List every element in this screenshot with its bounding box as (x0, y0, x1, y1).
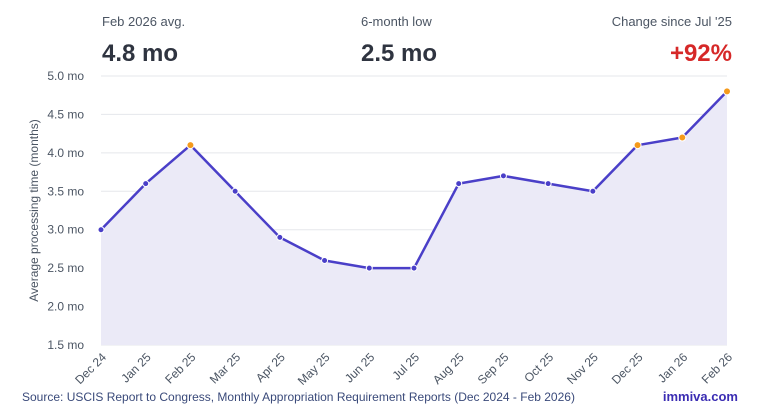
data-point (589, 187, 597, 195)
source-note: Source: USCIS Report to Congress, Monthl… (22, 390, 575, 404)
stat-change-since-jul-25: Change since Jul '25 +92% (612, 14, 732, 69)
y-tick-label: 4.0 mo (47, 146, 84, 160)
data-point (365, 264, 373, 272)
stat-label: Feb 2026 avg. (102, 14, 186, 29)
data-point (142, 180, 150, 188)
x-tick-label: Feb 25 (162, 350, 199, 387)
data-point-highlight (723, 87, 731, 96)
x-tick-label: Jan 25 (118, 350, 154, 386)
y-tick-label: 3.0 mo (47, 223, 84, 237)
y-tick-label: 5.0 mo (47, 69, 84, 83)
x-tick-label: Oct 25 (521, 350, 556, 385)
x-tick-label: Jun 25 (342, 350, 378, 386)
x-tick-label: Jul 25 (390, 350, 423, 383)
x-tick-label: Apr 25 (253, 350, 288, 385)
stat-value: 4.8 mo (102, 40, 179, 67)
x-tick-label: Dec 24 (72, 350, 109, 387)
data-point (97, 226, 105, 234)
x-tick-label: Nov 25 (564, 350, 601, 387)
x-tick-label: Dec 25 (609, 350, 646, 387)
data-point-highlight (633, 141, 642, 150)
y-tick-label: 2.5 mo (47, 261, 84, 275)
x-tick-label: Feb 26 (699, 350, 736, 387)
y-axis-title: Average processing time (months) (27, 119, 41, 302)
data-point (276, 233, 284, 241)
data-point-highlight (186, 141, 195, 150)
data-point (455, 180, 463, 188)
data-point-highlight (678, 133, 687, 142)
stat-value: +92% (669, 40, 732, 67)
x-tick-label: Jan 26 (655, 350, 691, 386)
stat-label: 6-month low (361, 14, 432, 29)
x-tick-label: May 25 (295, 350, 333, 388)
brand-link[interactable]: immiva.com (662, 389, 738, 404)
data-point (544, 180, 552, 188)
data-point (499, 172, 507, 180)
stat-value: 2.5 mo (361, 40, 438, 67)
x-tick-label: Mar 25 (207, 350, 244, 387)
data-point (321, 256, 329, 264)
y-tick-label: 2.0 mo (47, 300, 84, 314)
y-tick-label: 4.5 mo (47, 107, 84, 121)
stat-feb-2026-avg: Feb 2026 avg. 4.8 mo (102, 14, 185, 69)
x-tick-label: Sep 25 (475, 350, 512, 387)
stat-6-month-low: 6-month low 2.5 mo (361, 14, 437, 69)
data-point (231, 187, 239, 195)
y-tick-label: 1.5 mo (47, 338, 84, 352)
area-fill (101, 91, 727, 345)
x-tick-label: Aug 25 (430, 350, 467, 387)
stat-label: Change since Jul '25 (611, 14, 732, 29)
y-tick-label: 3.5 mo (47, 184, 84, 198)
data-point (410, 264, 418, 272)
